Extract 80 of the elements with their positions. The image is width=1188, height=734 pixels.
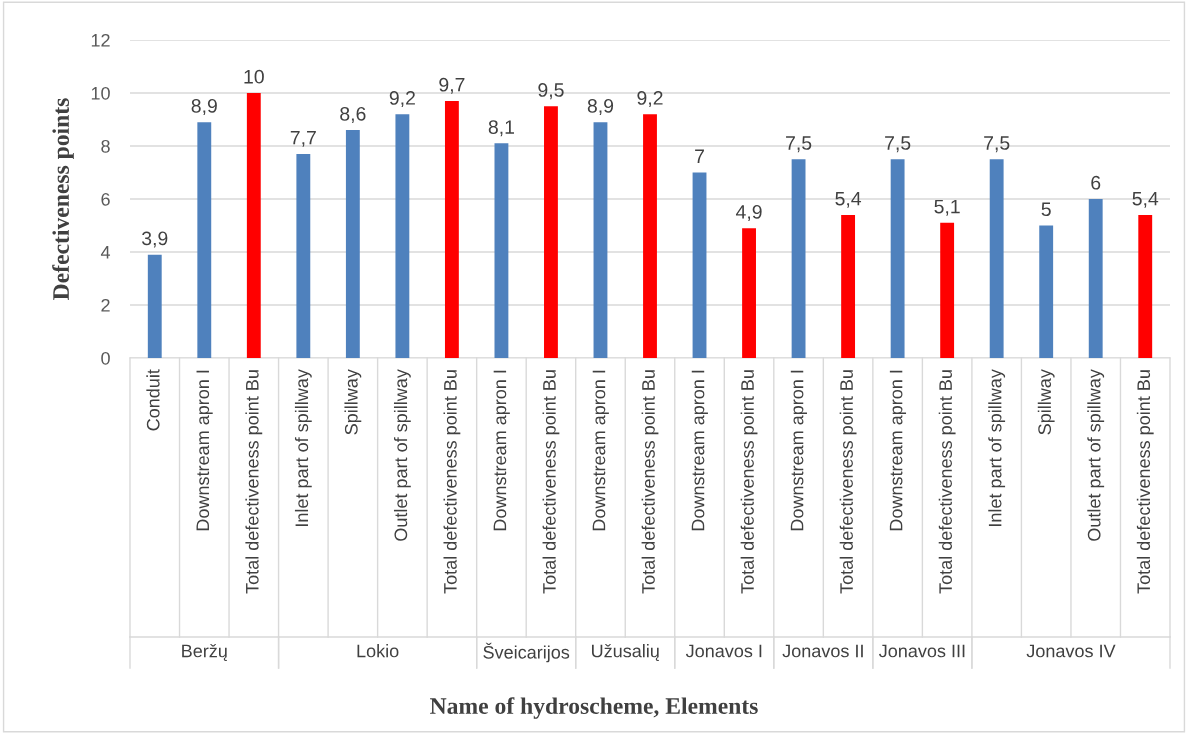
data-label: 7,5 bbox=[885, 136, 911, 153]
bar bbox=[1138, 214, 1153, 358]
data-label: 9,5 bbox=[538, 83, 564, 100]
bar bbox=[296, 153, 311, 358]
x-tick-label: Inlet part of spillway bbox=[988, 369, 1006, 526]
data-label: 5,4 bbox=[835, 191, 862, 208]
text: Šveicarijos bbox=[483, 642, 570, 663]
data-label: 8,9 bbox=[191, 98, 217, 116]
bar bbox=[395, 114, 410, 358]
x-tick-label: Outlet part of spillway bbox=[393, 369, 411, 541]
x-tick-label: Total defectiveness point Bu bbox=[839, 370, 857, 594]
data-label: 7,5 bbox=[984, 136, 1010, 153]
text: Užusalių bbox=[592, 644, 659, 661]
y-tick-label: 2 bbox=[101, 298, 110, 312]
data-label: 3,9 bbox=[141, 231, 168, 248]
x-tick-label: Downstream apron I bbox=[691, 370, 708, 531]
y-tick-label: 8 bbox=[101, 139, 110, 153]
bar bbox=[494, 143, 509, 358]
data-label: 6 bbox=[1091, 175, 1101, 190]
x-tick-label: Total defectiveness point Bu bbox=[641, 370, 659, 594]
x-tick-label: Total defectiveness point Bu bbox=[740, 370, 758, 594]
data-label: 7,7 bbox=[290, 130, 316, 147]
bar bbox=[593, 122, 608, 358]
data-label: 8,6 bbox=[340, 106, 366, 123]
bar bbox=[444, 100, 459, 358]
text: Lokio bbox=[357, 644, 399, 658]
data-label: 5,1 bbox=[934, 199, 960, 216]
x-axis-title: Name of hydroscheme, Elements bbox=[430, 697, 758, 719]
text: Beržų bbox=[182, 644, 227, 661]
x-tick-label: Inlet part of spillway bbox=[294, 369, 312, 526]
bar bbox=[742, 228, 756, 358]
text: Jonavos IV bbox=[1026, 644, 1116, 658]
bar bbox=[989, 159, 1004, 358]
data-label: 10 bbox=[244, 69, 264, 84]
x-tick-label: Conduit bbox=[146, 369, 160, 431]
x-tick-label: Downstream apron I bbox=[493, 370, 510, 531]
data-label: 7,5 bbox=[786, 136, 812, 153]
x-tick-label: Downstream apron I bbox=[196, 370, 213, 531]
x-tick-label: Downstream apron I bbox=[592, 370, 609, 531]
data-label: 5,4 bbox=[1132, 191, 1159, 208]
text: Jonavos I bbox=[685, 644, 762, 658]
bar bbox=[544, 106, 558, 358]
bar bbox=[246, 93, 261, 358]
y-tick-label: 6 bbox=[101, 192, 110, 206]
text: Jonavos II bbox=[782, 644, 863, 658]
y-tick-label: 0 bbox=[101, 351, 110, 365]
data-label: 9,2 bbox=[389, 91, 415, 108]
x-tick-label: Outlet part of spillway bbox=[1087, 369, 1105, 541]
bar bbox=[197, 122, 212, 358]
text: Jonavos III bbox=[879, 644, 965, 658]
bar bbox=[345, 130, 360, 358]
bar bbox=[1039, 225, 1054, 358]
x-tick-label: Total defectiveness point Bu bbox=[938, 370, 956, 594]
x-tick-label: Spillway bbox=[344, 369, 362, 435]
y-tick-label: 4 bbox=[100, 246, 111, 259]
bar bbox=[841, 214, 856, 358]
x-tick-label: Total defectiveness point Bu bbox=[1136, 370, 1154, 594]
x-tick-label: Total defectiveness point Bu bbox=[245, 370, 263, 594]
y-tick-label: 10 bbox=[91, 86, 110, 100]
data-label: 5 bbox=[1041, 202, 1051, 217]
bar bbox=[940, 222, 955, 358]
x-tick-label: Total defectiveness point Bu bbox=[443, 370, 461, 594]
x-tick-label: Total defectiveness point Bu bbox=[542, 370, 560, 594]
data-label: 7 bbox=[695, 149, 704, 163]
x-tick-label: Spillway bbox=[1037, 369, 1055, 435]
bar bbox=[791, 159, 806, 358]
bar bbox=[890, 159, 905, 358]
y-axis-title: Defectiveness points bbox=[52, 98, 74, 300]
y-tick-label: 12 bbox=[91, 33, 110, 47]
bar bbox=[1088, 199, 1103, 358]
bar bbox=[147, 254, 162, 358]
data-label: 8,9 bbox=[587, 98, 614, 116]
data-label: 9,7 bbox=[439, 77, 465, 94]
bar bbox=[692, 172, 707, 358]
data-label: 4,9 bbox=[735, 204, 762, 222]
bar bbox=[643, 114, 657, 358]
data-label: 8,1 bbox=[488, 120, 514, 137]
x-tick-label: Downstream apron I bbox=[790, 370, 807, 531]
data-label: 9,2 bbox=[637, 91, 663, 108]
x-tick-label: Downstream apron I bbox=[889, 370, 907, 531]
